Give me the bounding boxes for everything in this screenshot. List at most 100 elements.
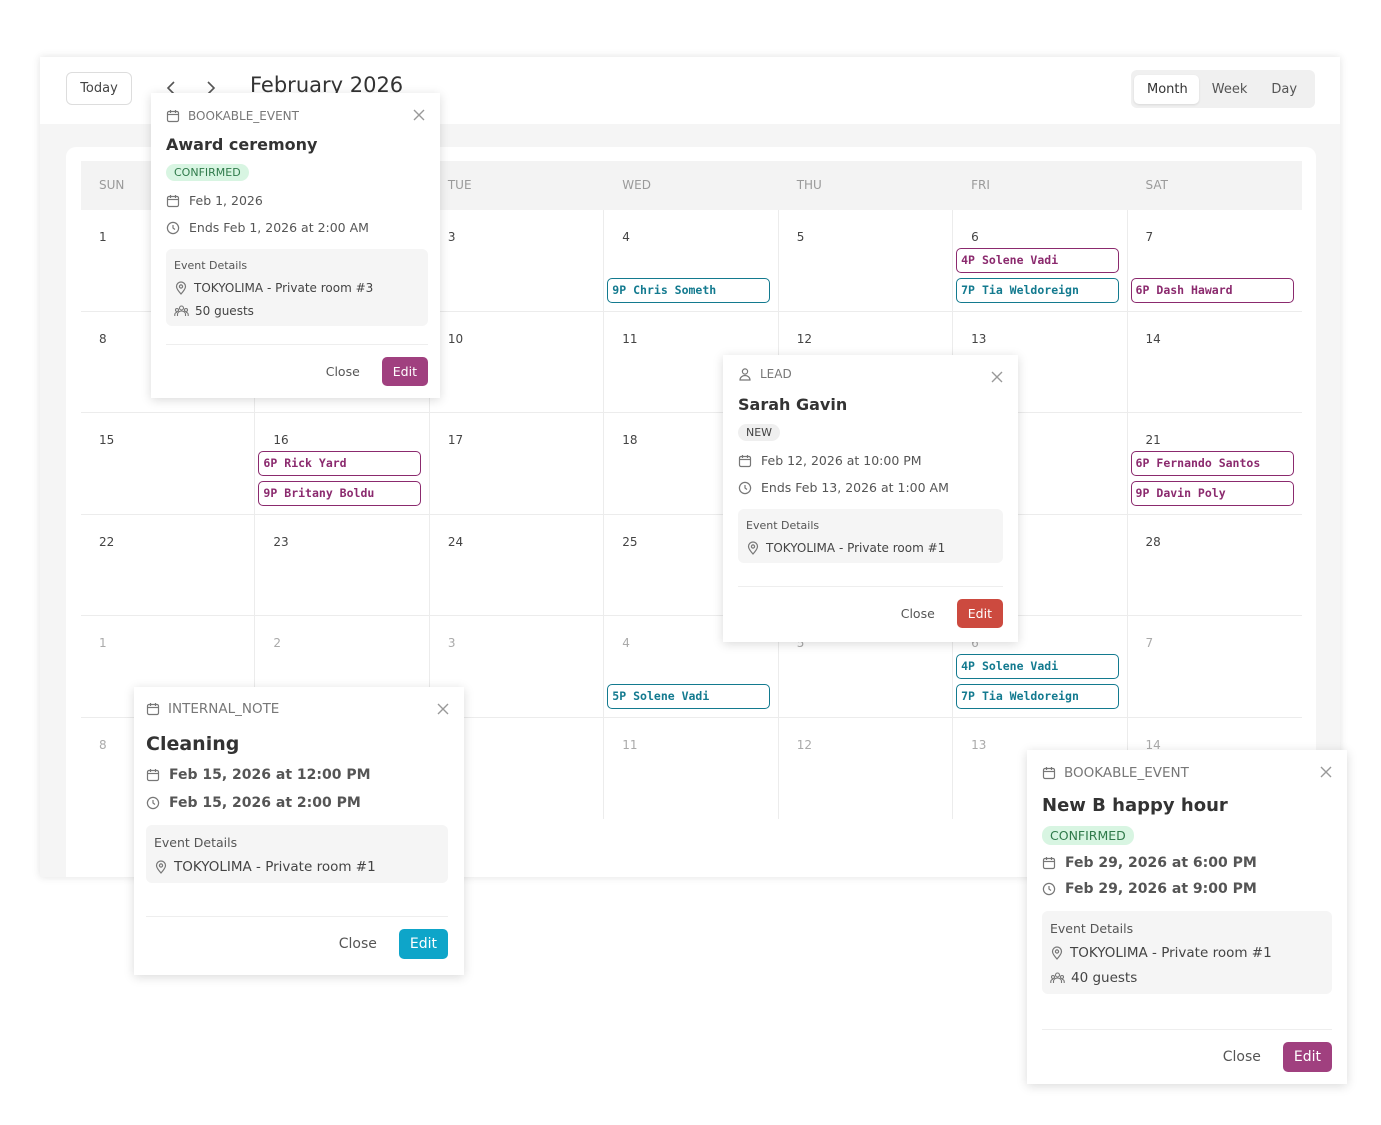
event-name: Britany Boldu bbox=[284, 486, 375, 500]
day-cell[interactable]: 4 9P Chris Someth bbox=[604, 210, 779, 312]
event-kind: BOOKABLE_EVENT bbox=[1042, 765, 1332, 781]
day-number: 24 bbox=[447, 534, 464, 549]
day-number: 13 bbox=[971, 737, 987, 752]
event-chip[interactable]: 5P Solene Vadi bbox=[607, 683, 770, 709]
day-cell[interactable]: 6 4P Solene Vadi 7P Tia Weldoreign bbox=[953, 616, 1128, 718]
day-cell[interactable]: 21 6P Fernando Santos 9P Davin Poly bbox=[1127, 413, 1302, 515]
event-title: Sarah Gavin bbox=[738, 395, 848, 414]
event-chip[interactable]: 4P Solene Vadi bbox=[956, 653, 1119, 679]
pin-icon bbox=[154, 860, 168, 874]
day-cell[interactable] bbox=[953, 413, 1128, 515]
day-cell[interactable] bbox=[953, 514, 1128, 616]
day-cell[interactable]: 14 bbox=[1128, 718, 1302, 820]
event-chip[interactable]: 4P Solene Vadi bbox=[956, 247, 1119, 273]
event-title: Award ceremony bbox=[166, 135, 318, 154]
status-badge: CONFIRMED bbox=[166, 164, 249, 181]
event-name: Solene Vadi bbox=[981, 253, 1059, 267]
day-cell[interactable]: 11 bbox=[604, 717, 779, 819]
pin-icon bbox=[746, 541, 760, 555]
close-button[interactable]: Close bbox=[900, 606, 935, 621]
event-popover: LEAD Sarah Gavin NEW Feb 12, 2026 at 10:00 … bbox=[723, 355, 1018, 642]
pin-icon bbox=[1050, 946, 1064, 960]
day-number: 13 bbox=[971, 331, 987, 346]
day-number: 8 bbox=[99, 331, 107, 346]
day-cell[interactable]: 16 6P Rick Yard 9P Britany Boldu bbox=[255, 413, 430, 515]
popover-actions: Close Edit bbox=[1042, 1029, 1332, 1072]
date-text: Feb 15, 2026 at 12:00 PM bbox=[169, 767, 371, 783]
close-icon[interactable] bbox=[436, 701, 450, 720]
event-time: 5P bbox=[612, 689, 627, 703]
date-text: Feb 12, 2026 at 10:00 PM bbox=[761, 453, 922, 468]
day-cell[interactable]: 24 bbox=[429, 514, 605, 616]
event-chip[interactable]: 6P Rick Yard bbox=[258, 450, 421, 476]
close-icon[interactable] bbox=[990, 369, 1004, 388]
event-chip[interactable]: 6P Fernando Santos bbox=[1130, 450, 1294, 476]
day-number: 8 bbox=[99, 737, 107, 752]
day-cell[interactable] bbox=[430, 717, 605, 819]
day-cell[interactable]: 12 bbox=[779, 717, 954, 819]
today-button[interactable]: Today bbox=[66, 72, 132, 105]
view-tab[interactable]: Day bbox=[1271, 81, 1298, 97]
edit-button[interactable]: Edit bbox=[398, 929, 448, 959]
view-tab[interactable]: Week bbox=[1211, 81, 1248, 97]
time-text: Ends Feb 13, 2026 at 1:00 AM bbox=[761, 480, 949, 495]
date-text: Feb 1, 2026 bbox=[189, 193, 263, 208]
time-text: Feb 29, 2026 at 9:00 PM bbox=[1065, 881, 1257, 897]
day-cell[interactable]: 28 bbox=[1127, 515, 1302, 616]
day-cell[interactable]: 22 bbox=[81, 514, 256, 616]
edit-button[interactable]: Edit bbox=[381, 357, 428, 386]
edit-button[interactable]: Edit bbox=[956, 599, 1003, 628]
view-tab[interactable]: Month bbox=[1134, 74, 1199, 104]
day-cell[interactable]: 17 bbox=[429, 413, 605, 515]
day-number: 3 bbox=[447, 636, 456, 650]
day-cell[interactable]: 6 4P Solene Vadi 7P Tia Weldoreign bbox=[953, 210, 1128, 312]
event-kind: BOOKABLE_EVENT bbox=[166, 109, 428, 123]
day-cell[interactable]: 10 bbox=[429, 311, 605, 413]
event-name: Chris Someth bbox=[633, 283, 717, 297]
event-kind-label: INTERNAL_NOTE bbox=[168, 701, 280, 717]
day-cell[interactable]: 13 bbox=[953, 311, 1128, 413]
event-chip[interactable]: 9P Davin Poly bbox=[1130, 480, 1294, 506]
event-time: Feb 29, 2026 at 9:00 PM bbox=[1042, 881, 1332, 897]
day-cell[interactable]: 15 bbox=[81, 413, 256, 515]
week-row: 1 3 4 9P Chris Someth 5 6 4P Solene Vadi 7P Tia We… bbox=[81, 210, 1302, 312]
close-button[interactable]: Close bbox=[325, 364, 360, 379]
edit-button[interactable]: Edit bbox=[1282, 1042, 1332, 1072]
location-text: TOKYOLIMA - Private room #1 bbox=[174, 859, 376, 875]
details-label: Event Details bbox=[1050, 921, 1134, 936]
event-time: Ends Feb 1, 2026 at 2:00 AM bbox=[166, 220, 428, 235]
day-cell[interactable]: 23 bbox=[255, 514, 430, 616]
day-cell[interactable]: 4 5P Solene Vadi bbox=[604, 616, 779, 718]
clock-icon bbox=[1042, 882, 1056, 896]
event-chip[interactable]: 9P Britany Boldu bbox=[258, 480, 421, 506]
event-name: Davin Poly bbox=[1156, 486, 1226, 500]
close-button[interactable]: Close bbox=[338, 936, 377, 952]
weekday-label: THU bbox=[796, 178, 822, 192]
day-cell[interactable]: 7 bbox=[1127, 616, 1302, 718]
event-time: 7P bbox=[961, 689, 975, 703]
prev-button[interactable] bbox=[161, 77, 181, 99]
day-cell[interactable]: 3 bbox=[429, 210, 605, 312]
event-chip[interactable]: 7P Tia Weldoreign bbox=[956, 277, 1119, 303]
day-cell[interactable]: 14 bbox=[1127, 312, 1302, 413]
day-cell[interactable]: 5 bbox=[778, 210, 954, 312]
day-cell[interactable]: 3 bbox=[429, 616, 605, 718]
close-icon[interactable] bbox=[412, 107, 426, 126]
day-cell[interactable]: 5 bbox=[778, 616, 954, 718]
event-popover: BOOKABLE_EVENT Award ceremony CONFIRMED Feb… bbox=[151, 93, 440, 398]
day-cell[interactable]: 7 6P Dash Haward bbox=[1127, 210, 1302, 312]
location: TOKYOLIMA - Private room #1 bbox=[154, 859, 440, 875]
event-chip[interactable]: 7P Tia Weldoreign bbox=[956, 683, 1119, 709]
day-number: 11 bbox=[622, 331, 638, 346]
close-button[interactable]: Close bbox=[1222, 1049, 1261, 1065]
day-number: 4 bbox=[622, 636, 630, 650]
event-chip[interactable]: 6P Dash Haward bbox=[1130, 277, 1294, 303]
event-list: 6P Fernando Santos 9P Davin Poly bbox=[1130, 450, 1294, 506]
weekday-label: WED bbox=[622, 178, 651, 192]
next-button[interactable] bbox=[201, 77, 221, 99]
people-icon bbox=[174, 304, 189, 318]
location-text: TOKYOLIMA - Private room #1 bbox=[1070, 945, 1272, 961]
event-chip[interactable]: 9P Chris Someth bbox=[607, 277, 770, 303]
close-icon[interactable] bbox=[1319, 764, 1333, 783]
popover-actions: Close Edit bbox=[166, 344, 428, 386]
